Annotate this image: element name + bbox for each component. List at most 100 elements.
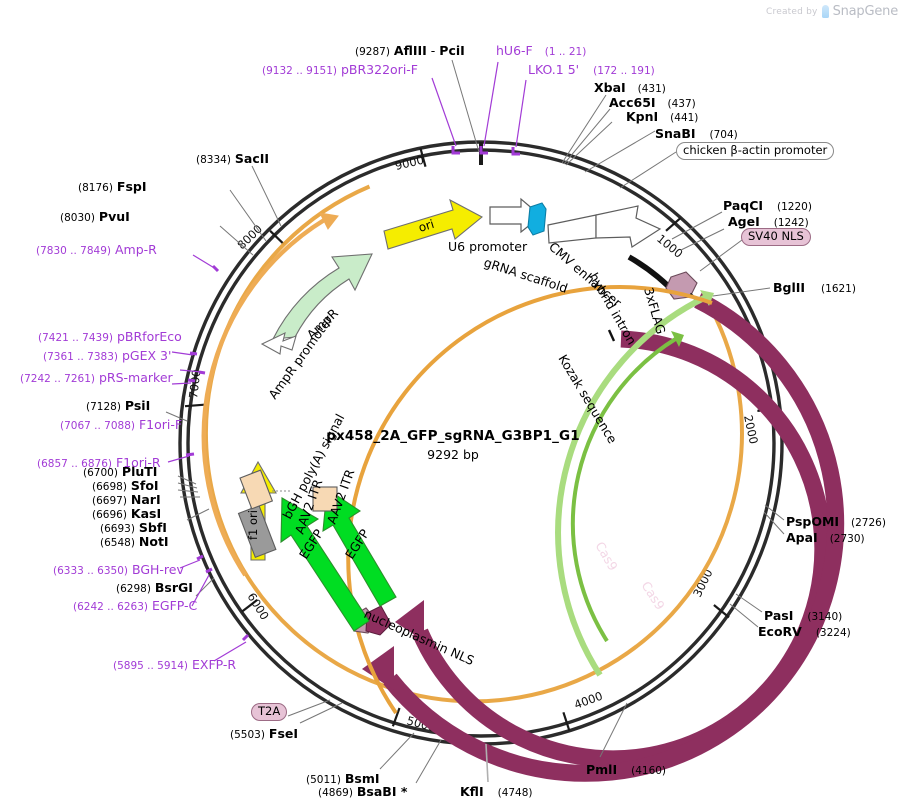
enzyme-label-kasI[interactable]: (6696) KasI <box>92 507 161 521</box>
enzyme-name-snaBI: SnaBI <box>655 126 696 141</box>
enzyme-label-pmlI[interactable]: PmlI (4160) <box>586 763 666 777</box>
enzyme-name-bglII: BglII <box>773 280 806 295</box>
feature-label-3xflag: 3xFLAG <box>641 286 669 336</box>
enzyme-label-ageI[interactable]: AgeI (1242) <box>728 215 809 229</box>
feature-badge-t2a[interactable]: T2A <box>251 703 288 722</box>
enzyme-name-pvuI: PvuI <box>98 209 130 224</box>
primer-name-lko1-5: LKO.1 5' <box>528 62 580 77</box>
enzyme-name-ecoRV: EcoRV <box>758 624 802 639</box>
tick-label-2000: 2000 <box>741 414 761 446</box>
enzyme-label-notI[interactable]: (6548) NotI <box>100 535 169 549</box>
enzyme-pos-bglII: (1621) <box>821 283 856 295</box>
enzyme-label-paqCI[interactable]: PaqCI (1220) <box>723 199 812 213</box>
ampr-promoter-arrow <box>260 331 297 355</box>
enzyme-pos-kasI: (6696) <box>92 509 127 521</box>
enzyme-pos-pspOMI: (2726) <box>851 517 886 529</box>
enzyme-name-aflIII: AflIII <box>393 43 427 58</box>
primer-name-exfp-r: EXFP-R <box>191 657 237 672</box>
primer-range-prs-marker: (7242 .. 7261) <box>20 373 95 385</box>
plasmid-name: px458_2A_GFP_sgRNA_G3BP1_G1 <box>326 428 580 444</box>
enzyme-pos-fspI: (8176) <box>78 182 113 194</box>
primer-label-amp-r[interactable]: (7830 .. 7849) Amp-R <box>36 243 157 257</box>
enzyme-label-kpnI[interactable]: KpnI (441) <box>626 110 698 124</box>
enzyme-pos-fseI: (5503) <box>230 729 265 741</box>
enzyme-label-snaBI[interactable]: SnaBI (704) <box>655 127 738 141</box>
enzyme-label-bsmI[interactable]: (5011) BsmI <box>306 772 380 786</box>
primer-name-pbr322ori-f: pBR322ori-F <box>340 62 418 77</box>
enzyme-name-pluTI: PluTI <box>121 464 158 479</box>
enzyme-label-xbaI[interactable]: XbaI (431) <box>594 81 666 95</box>
primer-label-prs-marker[interactable]: (7242 .. 7261) pRS-marker <box>20 371 173 385</box>
enzyme-pos-paqCI: (1220) <box>777 201 812 213</box>
enzyme-label-pasI[interactable]: PasI (3140) <box>764 609 842 623</box>
primer-range-pbr322ori-f: (9132 .. 9151) <box>262 65 337 77</box>
enzyme-label-psiI[interactable]: (7128) PsiI <box>86 399 150 413</box>
enzyme-name-pciI: PciI <box>439 43 465 58</box>
primer-label-pgex-3[interactable]: (7361 .. 7383) pGEX 3' <box>43 349 171 363</box>
enzyme-label-acc65I[interactable]: Acc65I (437) <box>609 96 696 110</box>
primer-label-bgh-rev[interactable]: (6333 .. 6350) BGH-rev <box>53 563 184 577</box>
feature-label-hybrid-intron: hybrid intron <box>586 270 639 347</box>
feature-label-grna-scaffold: gRNA scaffold <box>482 255 570 296</box>
enzyme-name-fseI: FseI <box>268 726 299 741</box>
primer-label-f1ori-f[interactable]: (7067 .. 7088) F1ori-F <box>60 418 182 432</box>
primer-range-egfp-c: (6242 .. 6263) <box>73 601 148 613</box>
feature-label-cas9-inner: Cas9 <box>638 578 667 612</box>
egfp-arrow-lower <box>280 497 370 632</box>
enzyme-label-narI[interactable]: (6697) NarI <box>92 493 161 507</box>
enzyme-label-aflIII-pciI[interactable]: (9287) AflIII - PciI <box>355 44 465 58</box>
enzyme-label-pspOMI[interactable]: PspOMI (2726) <box>786 515 886 529</box>
enzyme-label-pvuI[interactable]: (8030) PvuI <box>60 210 130 224</box>
enzyme-label-fspI[interactable]: (8176) FspI <box>78 180 146 194</box>
enzyme-separator: - <box>430 43 436 58</box>
feature-badge-sv40-nls[interactable]: SV40 NLS <box>741 228 811 247</box>
primer-range-pbrforeco: (7421 .. 7439) <box>38 332 113 344</box>
ori-feature-arrow <box>383 198 483 250</box>
enzyme-name-bsmI: BsmI <box>344 771 380 786</box>
snapgene-watermark: Created by SnapGene <box>766 4 898 19</box>
enzyme-name-pspOMI: PspOMI <box>786 514 840 529</box>
enzyme-pos-apaI: (2730) <box>829 533 865 545</box>
enzyme-pos-notI: (6548) <box>100 537 135 549</box>
enzyme-pos-kpnI: (441) <box>670 112 699 124</box>
primer-name-pgex-3: pGEX 3' <box>121 348 172 363</box>
primer-label-pbr322ori-f[interactable]: (9132 .. 9151) pBR322ori-F <box>262 63 418 77</box>
primer-label-exfp-r[interactable]: (5895 .. 5914) EXFP-R <box>113 658 236 672</box>
enzyme-label-bglII[interactable]: BglII (1621) <box>773 281 856 295</box>
enzyme-label-bsrGI[interactable]: (6298) BsrGI <box>116 581 193 595</box>
watermark-prefix: Created by <box>766 6 818 17</box>
primer-name-egfp-c: EGFP-C <box>151 598 198 613</box>
primer-range-hu6-f: (1 .. 21) <box>544 46 587 58</box>
primer-name-pbrforeco: pBRforEco <box>116 329 182 344</box>
enzyme-label-apaI[interactable]: ApaI (2730) <box>786 531 865 545</box>
primer-label-pbrforeco[interactable]: (7421 .. 7439) pBRforEco <box>38 330 182 344</box>
enzyme-label-sbfI[interactable]: (6693) SbfI <box>100 521 167 535</box>
enzyme-label-sfoI[interactable]: (6698) SfoI <box>92 479 159 493</box>
cmv-enhancer-arrow <box>547 205 662 248</box>
grna-scaffold-feature <box>527 202 547 236</box>
enzyme-name-kflI: KflI <box>460 784 484 799</box>
feature-badge-chicken-beta-actin-promoter[interactable]: chicken β-actin promoter <box>676 142 835 161</box>
enzyme-label-kflI[interactable]: KflI (4748) <box>460 785 533 799</box>
ampr-feature-arrow <box>272 253 373 340</box>
enzyme-pos-psiI: (7128) <box>86 401 121 413</box>
primer-label-f1ori-r[interactable]: (6857 .. 6876) F1ori-R <box>37 456 161 470</box>
enzyme-label-bsaBI[interactable]: (4869) BsaBI * <box>318 785 407 799</box>
enzyme-label-sacII[interactable]: (8334) SacII <box>196 152 269 166</box>
enzyme-pos-ageI: (1242) <box>773 217 809 229</box>
plasmid-size: 9292 bp <box>427 447 479 462</box>
enzyme-label-pluTI[interactable]: (6700) PluTI <box>83 465 157 479</box>
enzyme-label-fseI[interactable]: (5503) FseI <box>230 727 298 741</box>
feature-label-f1-ori: f1 ori <box>246 510 260 540</box>
primer-label-lko1-5[interactable]: LKO.1 5' (172 .. 191) <box>528 63 655 77</box>
primer-label-hu6-f[interactable]: hU6-F (1 .. 21) <box>496 44 586 58</box>
enzyme-pos-sfoI: (6698) <box>92 481 127 493</box>
feature-label-cas9-outer: Cas9 <box>592 539 620 573</box>
snapgene-logo-icon <box>821 5 829 18</box>
enzyme-label-ecoRV[interactable]: EcoRV (3224) <box>758 625 851 639</box>
enzyme-pos-ecoRV: (3224) <box>815 627 851 639</box>
enzyme-pos-sacII: (8334) <box>196 154 231 166</box>
primer-label-egfp-c[interactable]: (6242 .. 6263) EGFP-C <box>73 599 197 613</box>
kozak-sequence-tick <box>607 329 616 342</box>
